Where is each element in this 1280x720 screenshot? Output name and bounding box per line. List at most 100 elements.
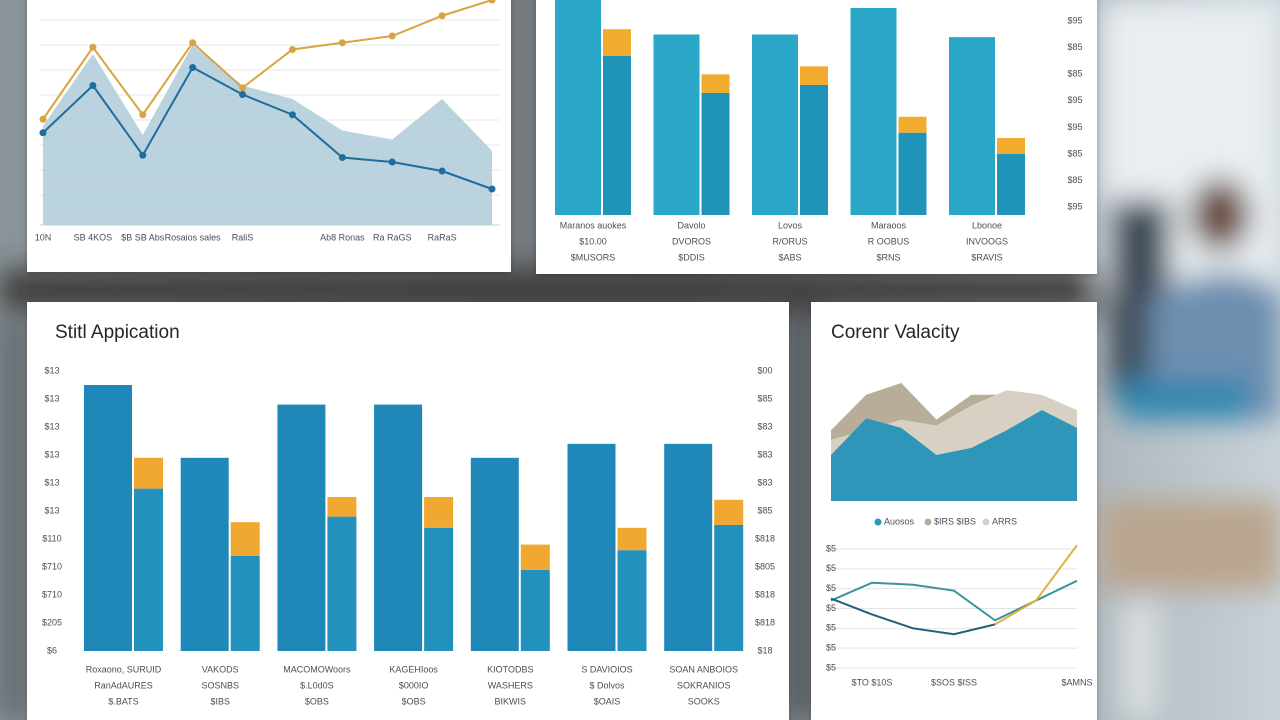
x-tick-label: Davolo bbox=[677, 220, 705, 230]
x-tick-label: R/ORUS bbox=[772, 236, 807, 246]
line bbox=[42, 0, 493, 120]
x-tick-label: Maranos auokes bbox=[560, 220, 627, 230]
x-tick-label: $MUSORS bbox=[571, 252, 616, 262]
point bbox=[338, 39, 346, 47]
point bbox=[139, 151, 147, 159]
line bbox=[42, 66, 493, 190]
y2-tick-label: $83 bbox=[757, 421, 772, 431]
bar bbox=[898, 116, 927, 133]
x-tick-label: WASHERS bbox=[488, 680, 533, 690]
y2-tick-label: $85 bbox=[1067, 69, 1082, 79]
y-tick-label: $5 bbox=[826, 662, 836, 672]
legend-label: ARRS bbox=[992, 516, 1017, 526]
bar bbox=[701, 74, 730, 93]
x-tick-label: $RNS bbox=[876, 252, 900, 262]
y-tick-label: $5 bbox=[826, 543, 836, 553]
y2-tick-label: $95 bbox=[1067, 16, 1082, 26]
bar bbox=[470, 457, 519, 651]
y-tick-label: $6 bbox=[47, 645, 57, 655]
bar bbox=[800, 84, 828, 216]
y-tick-label: $5 bbox=[826, 643, 836, 653]
bar bbox=[603, 29, 631, 56]
point bbox=[89, 43, 97, 51]
point bbox=[239, 84, 247, 92]
x-tick-label: KIOTODBS bbox=[487, 664, 533, 674]
y2-tick-label: $85 bbox=[1067, 42, 1082, 52]
y-tick-label: $13 bbox=[44, 365, 59, 375]
y2-tick-label: $18 bbox=[757, 645, 772, 655]
y2-tick-label: $95 bbox=[1067, 122, 1082, 132]
chart-title: Stitl Appication bbox=[55, 322, 180, 343]
x-tick-label: 10N bbox=[35, 232, 52, 242]
chart-title: Corenr Valacity bbox=[831, 322, 960, 343]
y-tick-label: $13 bbox=[44, 477, 59, 487]
x-tick-label: $OBS bbox=[402, 696, 426, 706]
x-tick-label: Maraoos bbox=[871, 220, 907, 230]
bar bbox=[230, 555, 260, 651]
y2-tick-label: $95 bbox=[1067, 201, 1082, 211]
x-tick-label: VAKODS bbox=[202, 664, 239, 674]
x-tick-label: $IBS bbox=[210, 696, 230, 706]
x-tick-label: $OAIS bbox=[594, 696, 621, 706]
y-tick-label: $13 bbox=[44, 393, 59, 403]
x-tick-label: Roxaono, SURUID bbox=[86, 664, 162, 674]
x-tick-label: $OBS bbox=[305, 696, 329, 706]
y-tick-label: $110 bbox=[42, 533, 61, 543]
y2-tick-label: $805 bbox=[755, 561, 775, 571]
bar bbox=[850, 7, 897, 215]
x-tick-label: $.L0d0S bbox=[300, 680, 334, 690]
x-tick-label: $B SB Abs bbox=[121, 232, 165, 242]
x-tick-label: SOAN ANBOIOS bbox=[669, 664, 738, 674]
x-tick-label: Lovos bbox=[778, 220, 803, 230]
y2-tick-label: $818 bbox=[755, 589, 775, 599]
y2-tick-label: $83 bbox=[757, 477, 772, 487]
x-tick-label: SOOKS bbox=[688, 696, 720, 706]
y-tick-label: $13 bbox=[44, 505, 59, 515]
line bbox=[830, 597, 996, 636]
y2-tick-label: $85 bbox=[757, 393, 772, 403]
bar bbox=[230, 522, 260, 556]
bar bbox=[664, 443, 713, 651]
bar bbox=[714, 525, 744, 651]
bar bbox=[424, 527, 454, 651]
x-tick-label: MACOMOWoors bbox=[283, 664, 351, 674]
bar bbox=[701, 92, 730, 215]
bar bbox=[520, 569, 550, 651]
point bbox=[388, 158, 396, 166]
x-tick-label: S DAVIOIOS bbox=[581, 664, 632, 674]
bar bbox=[374, 404, 423, 651]
bar bbox=[327, 516, 357, 651]
x-tick-label: SOKRANIOS bbox=[677, 680, 731, 690]
legend-swatch bbox=[874, 518, 882, 526]
point bbox=[288, 46, 296, 53]
bar bbox=[180, 457, 229, 651]
x-tick-label: $000IO bbox=[399, 680, 429, 690]
y2-tick-label: $85 bbox=[1067, 175, 1082, 185]
x-tick-label: Lbonoe bbox=[972, 220, 1002, 230]
point bbox=[438, 167, 446, 175]
bar bbox=[424, 497, 454, 528]
bar bbox=[520, 544, 550, 570]
area bbox=[831, 410, 1077, 501]
point bbox=[438, 12, 446, 20]
x-tick-label: R OOBUS bbox=[868, 236, 910, 246]
x-tick-label: $ Dolvos bbox=[589, 680, 625, 690]
bar bbox=[567, 443, 616, 651]
x-tick-label: DVOROS bbox=[672, 236, 711, 246]
point bbox=[189, 39, 197, 47]
y2-tick-label: $818 bbox=[755, 533, 775, 543]
x-tick-label: RaRaS bbox=[428, 232, 457, 242]
point bbox=[388, 32, 396, 40]
bar bbox=[653, 34, 700, 216]
y-tick-label: $5 bbox=[826, 583, 836, 593]
point bbox=[239, 91, 247, 98]
bar bbox=[84, 385, 132, 651]
bar bbox=[997, 153, 1025, 215]
point bbox=[139, 111, 147, 119]
y-tick-label: $5 bbox=[826, 623, 836, 633]
point bbox=[338, 154, 346, 161]
panel bbox=[811, 302, 1097, 720]
bar bbox=[997, 138, 1025, 154]
x-tick-label: KAGEHIoos bbox=[389, 664, 438, 674]
